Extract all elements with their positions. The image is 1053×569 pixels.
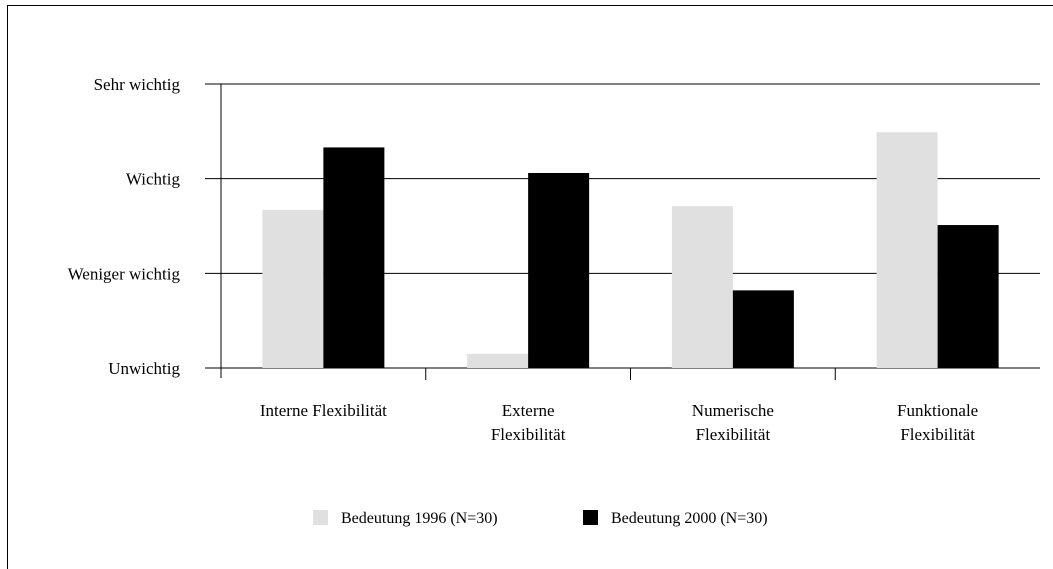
bar-series2-1 (528, 172, 590, 368)
bar-series2-3 (937, 225, 999, 368)
bar-series1-3 (876, 132, 938, 368)
x-tick-label-2-1: Flexibilität (696, 425, 771, 444)
bar-series1-2 (671, 206, 733, 368)
y-tick-label-2: Wichtig (126, 170, 181, 189)
bar-series2-2 (732, 290, 794, 368)
legend-swatch-1 (313, 510, 328, 525)
legend-swatch-2 (583, 510, 598, 525)
x-tick-label-0-0: Interne Flexibilität (260, 401, 387, 420)
bar-series1-1 (467, 353, 529, 368)
x-tick-label-1-0: Externe (502, 401, 555, 420)
bar-series1-0 (262, 209, 324, 368)
legend-label-1: Bedeutung 1996 (N=30) (341, 510, 498, 527)
x-tick-label-1-1: Flexibilität (491, 425, 566, 444)
y-tick-label-3: Sehr wichtig (94, 75, 181, 94)
chart-frame (7, 5, 1053, 569)
bar-series2-0 (323, 147, 385, 368)
y-tick-label-0: Unwichtig (108, 359, 180, 378)
legend-label-2: Bedeutung 2000 (N=30) (611, 510, 768, 527)
y-tick-label-1: Weniger wichtig (68, 264, 181, 283)
x-tick-label-3-1: Flexibilität (900, 425, 975, 444)
x-tick-label-2-0: Numerische (692, 401, 774, 420)
x-tick-label-3-0: Funktionale (897, 401, 978, 420)
